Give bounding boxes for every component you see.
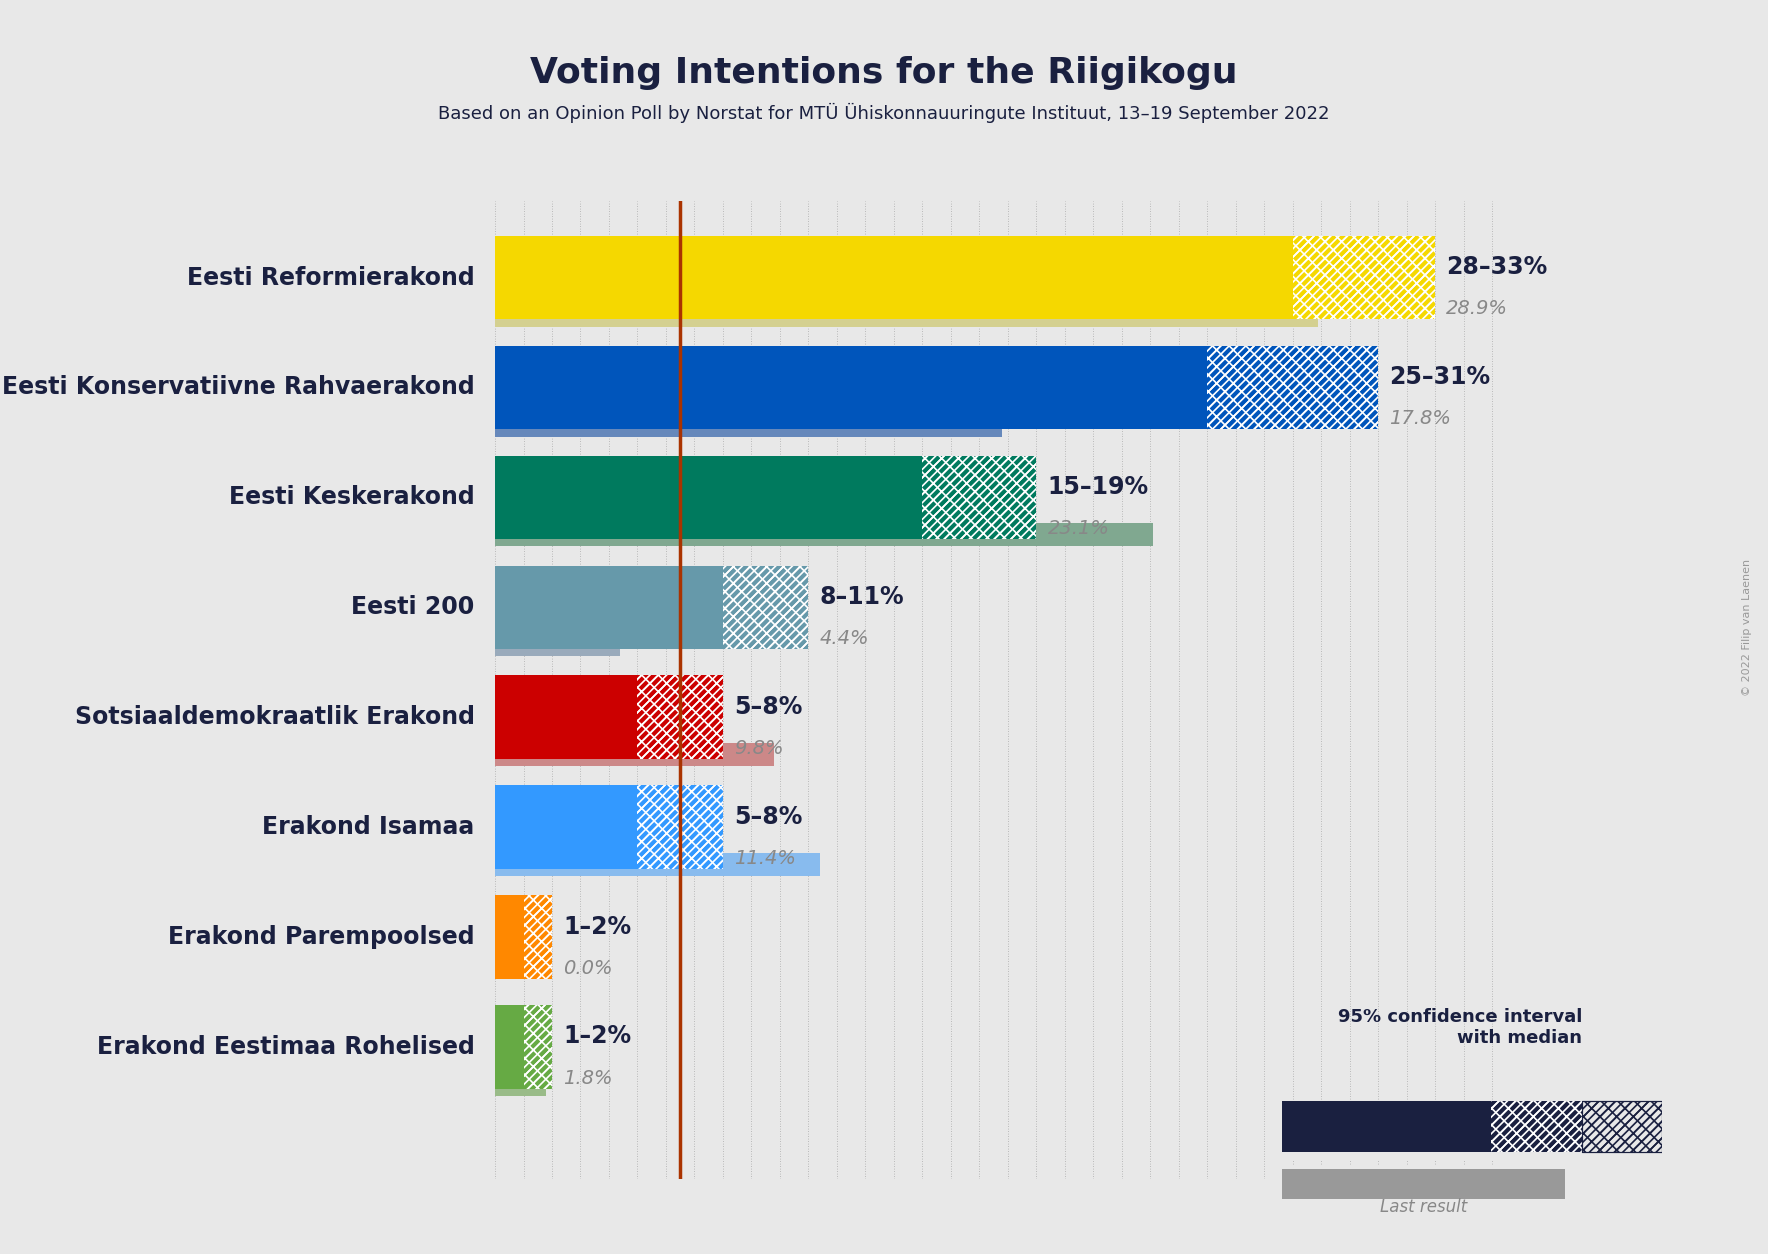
Bar: [1582, 1101, 1662, 1152]
Bar: [523, 1006, 552, 1088]
Text: 5–8%: 5–8%: [734, 695, 803, 719]
Text: 0.0%: 0.0%: [564, 959, 613, 978]
Text: 23.1%: 23.1%: [1048, 519, 1110, 538]
Bar: [523, 895, 552, 978]
Bar: [638, 676, 723, 759]
Text: Erakond Eestimaa Rohelised: Erakond Eestimaa Rohelised: [97, 1035, 474, 1058]
Bar: [1582, 1101, 1662, 1152]
Bar: [495, 523, 1153, 547]
Bar: [495, 455, 923, 539]
Bar: [1208, 346, 1377, 429]
Bar: [923, 455, 1036, 539]
Bar: [523, 895, 552, 978]
Bar: [723, 566, 808, 650]
Bar: [495, 1073, 546, 1096]
Bar: [638, 676, 723, 759]
Text: Sotsiaaldemokraatlik Erakond: Sotsiaaldemokraatlik Erakond: [74, 705, 474, 729]
Bar: [495, 1006, 523, 1088]
Text: Eesti Konservatiivne Rahvaerakond: Eesti Konservatiivne Rahvaerakond: [2, 375, 474, 400]
Bar: [638, 676, 723, 759]
Bar: [1292, 236, 1436, 320]
Text: 4.4%: 4.4%: [820, 630, 870, 648]
Text: 95% confidence interval
with median: 95% confidence interval with median: [1338, 1008, 1582, 1047]
Bar: [723, 566, 808, 650]
Text: © 2022 Filip van Laenen: © 2022 Filip van Laenen: [1741, 558, 1752, 696]
Bar: [723, 566, 808, 650]
Bar: [495, 853, 820, 877]
Bar: [523, 1006, 552, 1088]
Bar: [1292, 236, 1436, 320]
Bar: [1292, 236, 1436, 320]
Text: 28–33%: 28–33%: [1446, 255, 1547, 280]
Bar: [638, 785, 723, 869]
Text: Last result: Last result: [1379, 1199, 1467, 1216]
Bar: [1490, 1101, 1582, 1152]
Bar: [1490, 1101, 1582, 1152]
Text: Eesti Reformierakond: Eesti Reformierakond: [187, 266, 474, 290]
Bar: [638, 785, 723, 869]
Text: 28.9%: 28.9%: [1446, 300, 1508, 319]
Bar: [1490, 1101, 1582, 1152]
Bar: [1282, 1169, 1565, 1199]
Text: 1–2%: 1–2%: [564, 914, 631, 938]
Text: 1.8%: 1.8%: [564, 1068, 613, 1087]
Text: 15–19%: 15–19%: [1048, 475, 1149, 499]
Text: 11.4%: 11.4%: [734, 849, 796, 868]
Text: 25–31%: 25–31%: [1390, 365, 1490, 389]
Text: Eesti 200: Eesti 200: [352, 596, 474, 619]
Bar: [923, 455, 1036, 539]
Bar: [495, 346, 1208, 429]
Bar: [495, 303, 1319, 326]
Bar: [1282, 1101, 1490, 1152]
Bar: [495, 785, 638, 869]
Text: Erakond Isamaa: Erakond Isamaa: [262, 815, 474, 839]
Bar: [495, 744, 774, 766]
Text: 5–8%: 5–8%: [734, 805, 803, 829]
Bar: [923, 455, 1036, 539]
Bar: [1208, 346, 1377, 429]
Text: Erakond Parempoolsed: Erakond Parempoolsed: [168, 925, 474, 949]
Bar: [495, 566, 723, 650]
Text: Voting Intentions for the Riigikogu: Voting Intentions for the Riigikogu: [530, 56, 1238, 90]
Text: 9.8%: 9.8%: [734, 739, 783, 757]
Bar: [495, 633, 621, 656]
Bar: [638, 785, 723, 869]
Text: 8–11%: 8–11%: [820, 584, 905, 609]
Bar: [495, 236, 1292, 320]
Bar: [495, 676, 638, 759]
Bar: [523, 895, 552, 978]
Text: 1–2%: 1–2%: [564, 1025, 631, 1048]
Bar: [495, 414, 1002, 436]
Text: Eesti Keskerakond: Eesti Keskerakond: [228, 485, 474, 509]
Bar: [495, 895, 523, 978]
Bar: [523, 1006, 552, 1088]
Text: 17.8%: 17.8%: [1390, 409, 1452, 429]
Text: Based on an Opinion Poll by Norstat for MTÜ Ühiskonnauuringute Instituut, 13–19 : Based on an Opinion Poll by Norstat for …: [438, 103, 1330, 123]
Bar: [1208, 346, 1377, 429]
